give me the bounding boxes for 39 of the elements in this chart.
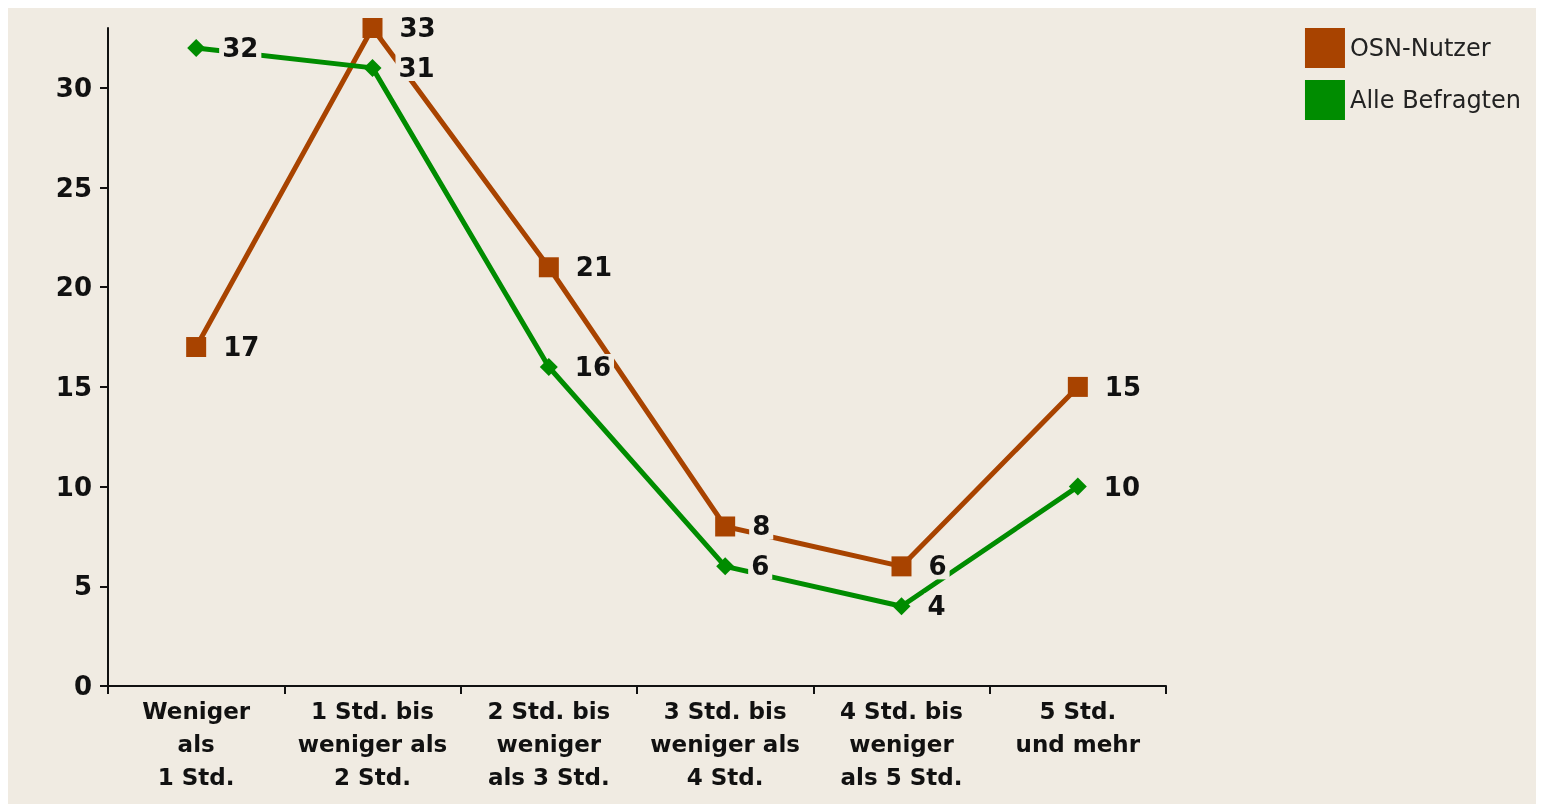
y-tick-label: 25 [55,172,92,203]
data-label: 6 [751,551,770,582]
data-label: 6 [928,551,947,582]
data-label: 21 [575,252,613,283]
point [186,337,207,358]
y-tick-label: 10 [55,471,92,502]
y-tick-label: 30 [55,72,92,103]
legend-label: OSN-Nutzer [1349,34,1491,62]
data-label: 31 [398,52,435,83]
point [539,357,558,376]
point [187,38,206,57]
y-tick-label: 15 [55,371,92,402]
x-tick-label: 3 Std. bis weniger als 4 Std. [650,697,800,790]
data-label: 4 [927,591,946,622]
data-label: 17 [223,332,260,363]
data-label: 16 [574,351,612,382]
y-tick-label: 5 [73,571,92,602]
x-tick-label: 2 Std. bis weniger als 3 Std. [487,697,611,790]
point [891,556,912,577]
data-label: 15 [1104,371,1142,402]
data-label: 33 [399,13,436,43]
point [362,18,383,38]
x-tick-label: 4 Std. bis weniger als 5 Std. [840,697,963,790]
legend-label: Alle Befragten [1349,86,1522,114]
point [892,597,911,616]
point [716,557,735,576]
data-label: 32 [222,32,259,63]
point [538,257,559,278]
point [1067,376,1088,397]
x-tick-label: 5 Std. und mehr [1015,697,1141,757]
point [1068,477,1087,496]
data-label: 8 [752,511,771,542]
y-tick-label: 20 [55,272,92,303]
point [715,516,736,537]
x-tick-label: 1 Std. bis weniger als 2 Std. [297,697,448,790]
point [363,58,382,77]
x-tick-label: Weniger als 1 Std. [142,697,251,790]
y-tick-label: 0 [73,671,92,701]
data-label: 10 [1103,471,1141,502]
